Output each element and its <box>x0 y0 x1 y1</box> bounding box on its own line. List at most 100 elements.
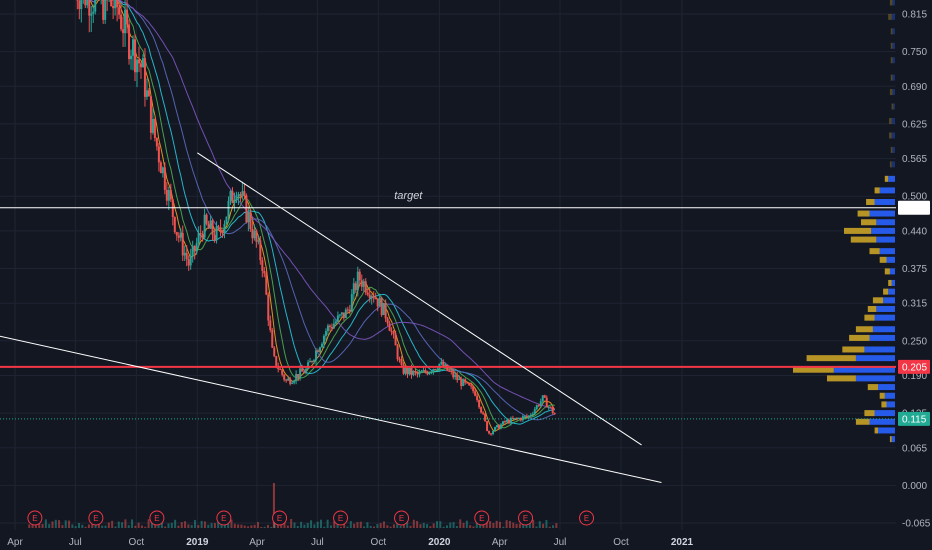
volume-bar <box>104 525 107 528</box>
moving-average-line <box>89 0 555 411</box>
candle-body <box>243 191 246 196</box>
volume-bar <box>74 526 77 528</box>
candle-body <box>231 191 234 204</box>
candle-body <box>539 401 542 407</box>
x-tick-label: Jul <box>311 537 324 548</box>
candle-body <box>494 426 497 431</box>
x-axis: Apr Jul Oct 2019 Apr Jul Oct 2020 Apr Jul Oct 2021 <box>0 532 932 550</box>
candle-body <box>350 294 353 312</box>
volume-bar <box>505 520 508 528</box>
volume-bar <box>140 525 143 528</box>
candle-body <box>505 419 508 423</box>
profile-bar-up <box>864 346 895 353</box>
volume-bar <box>353 523 356 528</box>
volume-bar <box>548 526 551 528</box>
price-badge <box>898 411 930 426</box>
volume-bar <box>283 520 286 528</box>
profile-bar-up <box>879 187 895 194</box>
candle-body <box>207 223 210 229</box>
candle-body <box>478 400 481 408</box>
candle-body <box>553 413 556 415</box>
y-tick-label: 0.690 <box>902 82 927 93</box>
candle-body <box>511 417 514 419</box>
candle-body <box>169 189 172 200</box>
volume-bar <box>28 524 31 528</box>
candle-body <box>120 14 123 30</box>
candle-body <box>301 368 304 372</box>
candle-body <box>551 407 554 414</box>
candle-body <box>358 271 361 281</box>
volume-bar <box>230 519 233 528</box>
candle-body <box>128 24 131 60</box>
volume-bar <box>452 522 455 528</box>
volume-bar <box>197 525 200 528</box>
y-tick-label: 0.065 <box>902 443 927 454</box>
volume-bar <box>237 524 240 528</box>
volume-bar <box>87 524 90 528</box>
volume-bar <box>396 522 399 528</box>
candle-body <box>492 430 495 434</box>
candle-body <box>253 230 256 239</box>
volume-bar <box>475 522 478 528</box>
candle-body <box>299 368 302 378</box>
volume-bar <box>187 524 190 528</box>
volume-bar <box>247 526 250 528</box>
volume-bar <box>363 526 366 528</box>
profile-bar-up <box>874 410 895 417</box>
candle-body <box>110 0 113 6</box>
volume-bar <box>194 519 197 528</box>
earnings-marker <box>27 510 43 526</box>
volume-bar <box>144 526 147 528</box>
profile-bar-down <box>890 42 893 49</box>
candle-body <box>273 347 276 357</box>
candle-body <box>102 0 105 20</box>
candle-body <box>245 195 248 223</box>
candle-body <box>233 200 236 204</box>
candle-body <box>265 273 268 295</box>
candle-body <box>523 415 526 417</box>
candle-body <box>175 232 178 236</box>
candle-body <box>488 430 491 434</box>
volume-bar <box>442 526 445 528</box>
candlesticks <box>76 0 556 436</box>
candle-body <box>213 235 216 241</box>
profile-bar-up <box>892 42 895 49</box>
volume-bar <box>329 525 332 528</box>
x-tick-label: Jul <box>554 537 567 548</box>
candle-body <box>338 314 341 316</box>
grid <box>0 0 896 530</box>
volume-bar <box>459 519 462 528</box>
candle-body <box>223 224 226 234</box>
candle-body <box>434 368 437 370</box>
profile-bar-up <box>878 384 895 391</box>
candle-body <box>143 58 146 97</box>
earnings-marker <box>474 510 490 526</box>
y-tick-label: 0.250 <box>902 336 927 347</box>
candle-body <box>155 137 158 147</box>
candle-body <box>392 331 395 335</box>
candle-body <box>281 369 284 375</box>
volume-bar <box>270 526 273 528</box>
earnings-marker <box>272 510 288 526</box>
candle-body <box>513 417 516 419</box>
volume-bar <box>190 525 193 528</box>
earnings-marker <box>88 510 104 526</box>
candle-body <box>470 385 473 387</box>
profile-bar-up <box>891 161 895 168</box>
volume-bar <box>445 525 448 528</box>
candle-body <box>545 397 548 408</box>
profile-bar-down <box>889 132 892 139</box>
profile-bar-up <box>889 268 895 275</box>
candle-body <box>348 309 351 312</box>
candle-body <box>145 90 148 97</box>
candle-body <box>189 255 192 266</box>
volume-bar <box>107 522 110 528</box>
volume-bar <box>379 523 382 528</box>
volume-bar <box>432 523 435 528</box>
y-tick-label: 0.815 <box>902 10 927 21</box>
price-badge <box>898 200 930 215</box>
profile-bar-down <box>888 13 892 20</box>
candle-body <box>366 292 369 295</box>
profile-bar-up <box>855 375 895 382</box>
